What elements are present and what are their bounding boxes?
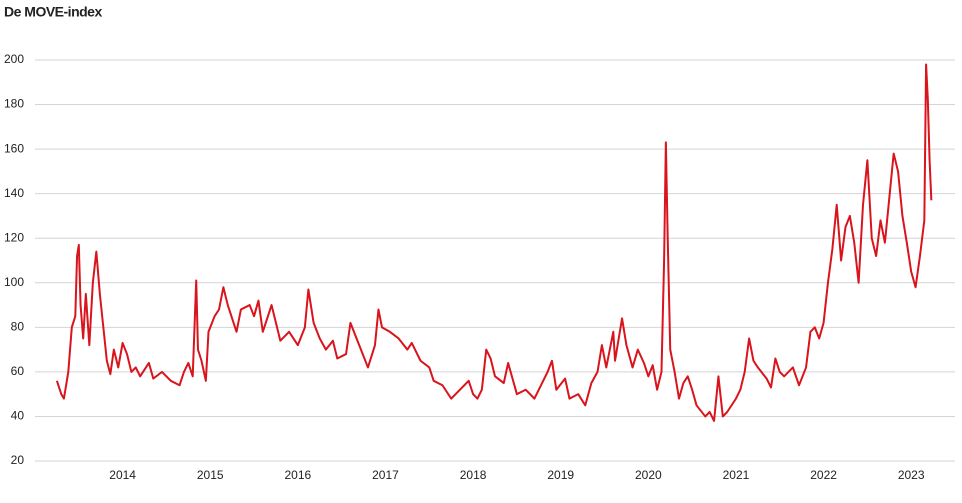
y-tick-label: 180 <box>4 97 24 111</box>
x-tick-label: 2020 <box>635 468 662 482</box>
series-line <box>55 63 933 422</box>
y-tick-label: 100 <box>4 275 24 289</box>
chart-title: De MOVE-index <box>4 4 102 20</box>
y-tick-label: 200 <box>4 52 24 66</box>
x-tick-label: 2021 <box>723 468 750 482</box>
x-tick-label: 2023 <box>898 468 925 482</box>
x-tick-label: 2022 <box>810 468 837 482</box>
x-tick-label: 2015 <box>197 468 224 482</box>
y-tick-label: 60 <box>11 364 25 378</box>
x-tick-label: 2019 <box>547 468 574 482</box>
x-tick-label: 2017 <box>372 468 399 482</box>
y-tick-label: 160 <box>4 141 24 155</box>
y-tick-label: 120 <box>4 230 24 244</box>
x-tick-label: 2014 <box>109 468 136 482</box>
y-tick-label: 140 <box>4 186 24 200</box>
y-tick-label: 20 <box>11 453 25 467</box>
y-tick-label: 80 <box>11 320 25 334</box>
y-tick-label: 40 <box>11 409 25 423</box>
x-tick-label: 2016 <box>285 468 312 482</box>
x-tick-label: 2018 <box>460 468 487 482</box>
